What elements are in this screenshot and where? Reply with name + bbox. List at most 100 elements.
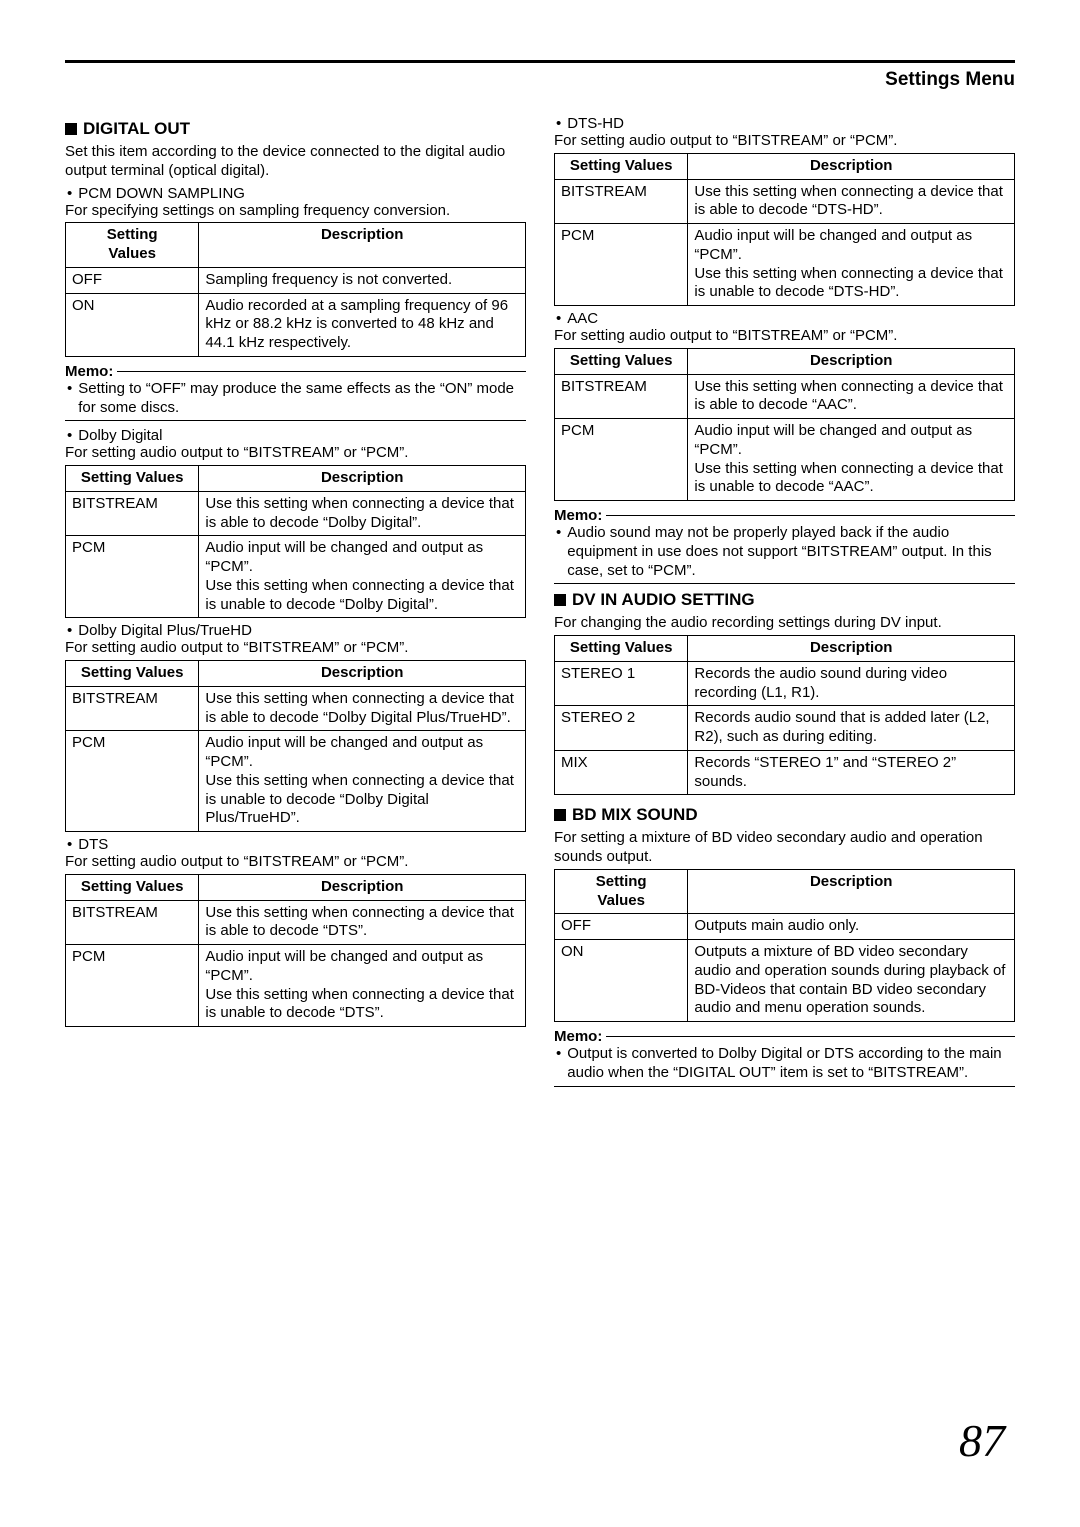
memo-rule-icon — [117, 371, 526, 372]
cell-desc: Use this setting when connecting a devic… — [199, 900, 526, 945]
section-title: BD MIX SOUND — [572, 805, 698, 825]
cell-value: PCM — [66, 731, 199, 832]
table-dts: Setting Values Description BITSTREAM Use… — [65, 874, 526, 1027]
cell-desc: Records “STEREO 1” and “STEREO 2” sounds… — [688, 750, 1015, 795]
section-dv-in-head: DV IN AUDIO SETTING — [554, 590, 1015, 610]
memo-label: Memo: — [65, 363, 113, 380]
memo-text: Audio sound may not be properly played b… — [567, 524, 1015, 580]
subsection-dts-hd: DTS-HD For setting audio output to “BITS… — [554, 115, 1015, 306]
memo-bottom-rule — [554, 583, 1015, 584]
th-description: Description — [199, 874, 526, 900]
cell-desc: Audio input will be changed and output a… — [199, 536, 526, 618]
cell-desc: Records audio sound that is added later … — [688, 706, 1015, 751]
cell-desc: Use this setting when connecting a devic… — [199, 686, 526, 731]
left-column: DIGITAL OUT Set this item according to t… — [65, 115, 526, 1093]
th-setting-values: Setting Values — [555, 348, 688, 374]
table-dv-in: Setting Values Description STEREO 1 Reco… — [554, 635, 1015, 795]
table-row: ON Audio recorded at a sampling frequenc… — [66, 293, 526, 356]
section-desc: For changing the audio recording setting… — [554, 614, 1015, 633]
cell-value: PCM — [66, 945, 199, 1027]
cell-desc: Audio input will be changed and output a… — [688, 224, 1015, 306]
subsection-pcm-down-sampling: PCM DOWN SAMPLING For specifying setting… — [65, 185, 526, 422]
cell-desc: Audio input will be changed and output a… — [199, 731, 526, 832]
cell-value: BITSTREAM — [555, 179, 688, 224]
cell-value: PCM — [555, 419, 688, 501]
memo-head: Memo: — [554, 507, 1015, 524]
section-title: DIGITAL OUT — [83, 119, 190, 139]
subsection-desc: For specifying settings on sampling freq… — [65, 202, 526, 221]
right-column: DTS-HD For setting audio output to “BITS… — [554, 115, 1015, 1093]
square-bullet-icon — [554, 809, 566, 821]
th-description: Description — [199, 661, 526, 687]
section-title: DV IN AUDIO SETTING — [572, 590, 755, 610]
subsection-desc: For setting audio output to “BITSTREAM” … — [65, 444, 526, 463]
cell-value: ON — [555, 940, 688, 1022]
subsection-label: AAC — [554, 310, 1015, 327]
table-row: OFF Sampling frequency is not converted. — [66, 267, 526, 293]
cell-value: MIX — [555, 750, 688, 795]
memo-label: Memo: — [554, 507, 602, 524]
cell-value: BITSTREAM — [66, 900, 199, 945]
th-description: Description — [688, 869, 1015, 914]
table-row: OFF Outputs main audio only. — [555, 914, 1015, 940]
table-row: BITSTREAM Use this setting when connecti… — [555, 179, 1015, 224]
th-setting-values: Setting Values — [66, 466, 199, 492]
subsection-label: Dolby Digital Plus/TrueHD — [65, 622, 526, 639]
cell-value: PCM — [555, 224, 688, 306]
section-desc: Set this item according to the device co… — [65, 143, 526, 181]
cell-value: PCM — [66, 536, 199, 618]
running-header: Settings Menu — [65, 69, 1015, 91]
th-description: Description — [199, 466, 526, 492]
subsection-label: PCM DOWN SAMPLING — [65, 185, 526, 202]
th-description: Description — [688, 153, 1015, 179]
cell-value: ON — [66, 293, 199, 356]
page: Settings Menu DIGITAL OUT Set this item … — [0, 0, 1080, 1133]
subsection-desc: For setting audio output to “BITSTREAM” … — [65, 639, 526, 658]
cell-desc: Outputs main audio only. — [688, 914, 1015, 940]
two-column-layout: DIGITAL OUT Set this item according to t… — [65, 115, 1015, 1093]
table-row: STEREO 1 Records the audio sound during … — [555, 661, 1015, 706]
table-row: STEREO 2 Records audio sound that is add… — [555, 706, 1015, 751]
cell-value: STEREO 2 — [555, 706, 688, 751]
cell-value: OFF — [66, 267, 199, 293]
th-setting-values: Setting Values — [555, 153, 688, 179]
cell-desc: Audio input will be changed and output a… — [199, 945, 526, 1027]
th-description: Description — [688, 636, 1015, 662]
table-row: BITSTREAM Use this setting when connecti… — [66, 491, 526, 536]
table-row: PCM Audio input will be changed and outp… — [66, 536, 526, 618]
subsection-aac: AAC For setting audio output to “BITSTRE… — [554, 310, 1015, 584]
table-aac: Setting Values Description BITSTREAM Use… — [554, 348, 1015, 501]
memo-block: Memo: Audio sound may not be properly pl… — [554, 507, 1015, 584]
section-digital-out-head: DIGITAL OUT — [65, 119, 526, 139]
th-setting-values: Setting Values — [66, 661, 199, 687]
cell-value: BITSTREAM — [66, 491, 199, 536]
subsection-desc: For setting audio output to “BITSTREAM” … — [65, 853, 526, 872]
memo-block: Memo: Setting to “OFF” may produce the s… — [65, 363, 526, 422]
th-setting-values: Setting Values — [66, 874, 199, 900]
table-row: PCM Audio input will be changed and outp… — [66, 731, 526, 832]
subsection-label: DTS — [65, 836, 526, 853]
table-dolby-plus: Setting Values Description BITSTREAM Use… — [65, 660, 526, 832]
cell-desc: Outputs a mixture of BD video secondary … — [688, 940, 1015, 1022]
table-row: PCM Audio input will be changed and outp… — [555, 419, 1015, 501]
subsection-dolby-plus: Dolby Digital Plus/TrueHD For setting au… — [65, 622, 526, 832]
cell-desc: Use this setting when connecting a devic… — [199, 491, 526, 536]
cell-desc: Audio input will be changed and output a… — [688, 419, 1015, 501]
table-dts-hd: Setting Values Description BITSTREAM Use… — [554, 153, 1015, 306]
memo-bottom-rule — [65, 420, 526, 421]
subsection-label: DTS-HD — [554, 115, 1015, 132]
th-description: Description — [199, 223, 526, 268]
memo-head: Memo: — [554, 1028, 1015, 1045]
memo-text: Setting to “OFF” may produce the same ef… — [78, 380, 526, 418]
th-setting-values: Setting Values — [66, 223, 199, 268]
th-description: Description — [688, 348, 1015, 374]
cell-value: BITSTREAM — [555, 374, 688, 419]
table-row: BITSTREAM Use this setting when connecti… — [555, 374, 1015, 419]
cell-value: BITSTREAM — [66, 686, 199, 731]
memo-rule-icon — [606, 515, 1015, 516]
page-number: 87 — [959, 1414, 1005, 1467]
section-desc: For setting a mixture of BD video second… — [554, 829, 1015, 867]
subsection-dts: DTS For setting audio output to “BITSTRE… — [65, 836, 526, 1027]
cell-desc: Use this setting when connecting a devic… — [688, 179, 1015, 224]
cell-desc: Use this setting when connecting a devic… — [688, 374, 1015, 419]
